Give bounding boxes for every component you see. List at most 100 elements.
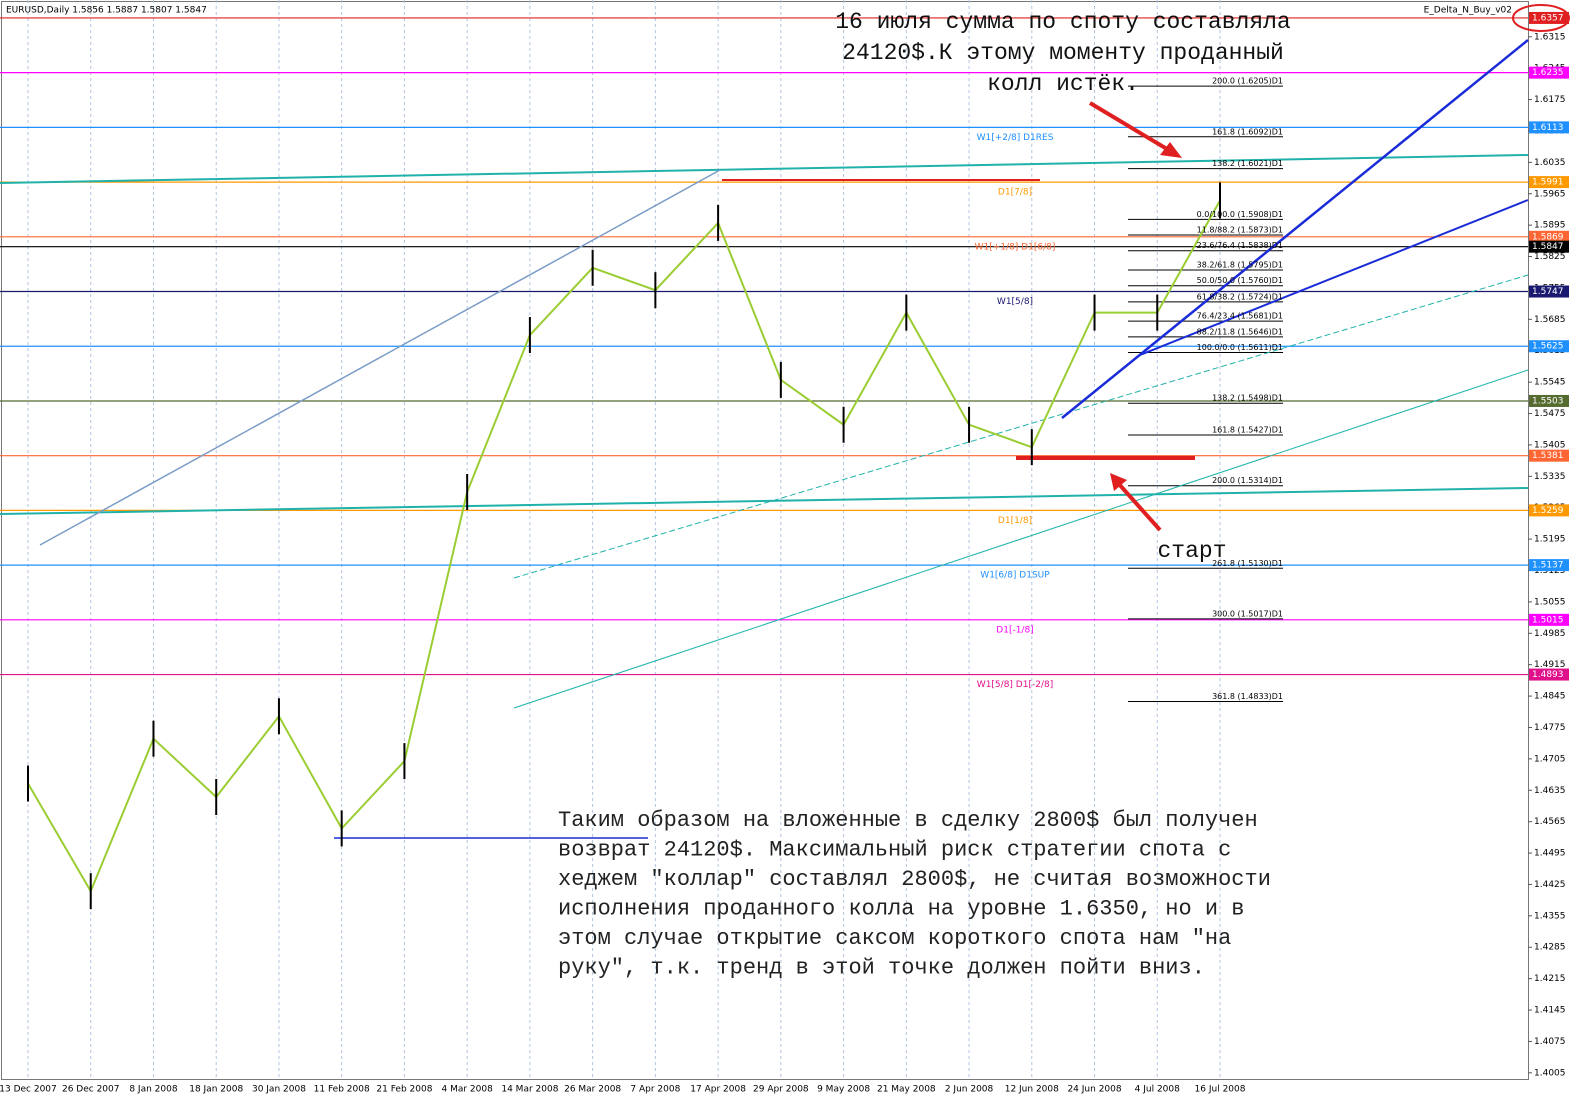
x-tick-label: 7 Apr 2008 — [630, 1085, 680, 1095]
murrey-label: W1[5/8] D1[-2/8] — [977, 680, 1053, 690]
y-tick-label: 1.5335 — [1534, 472, 1566, 482]
annotation-bottom: Таким образом на вложенные в сделку 2800… — [558, 808, 1258, 833]
murrey-label: W1[6/8] D1SUP — [980, 571, 1050, 581]
y-tick-label: 1.4775 — [1534, 723, 1566, 733]
fib-label: 200.0 (1.6205)D1 — [1212, 77, 1283, 86]
y-tick-label: 1.4005 — [1534, 1068, 1566, 1078]
x-tick-label: 30 Jan 2008 — [252, 1085, 306, 1095]
y-tick-label: 1.4285 — [1534, 943, 1566, 953]
level-label: 1.5503 — [1532, 396, 1564, 406]
fib-label: 88.2/11.8 (1.5646)D1 — [1197, 327, 1283, 336]
y-tick-label: 1.4425 — [1534, 880, 1566, 890]
trend-line — [513, 369, 1529, 709]
murrey-label: D1[1/8] — [998, 516, 1032, 526]
y-tick-label: 1.5685 — [1534, 315, 1566, 325]
murrey-label: W1[+1/8] D1[6/8] — [975, 242, 1056, 252]
x-tick-label: 21 Feb 2008 — [376, 1085, 432, 1095]
trend-line — [0, 154, 1529, 184]
annotation-bottom: этом случае открытие саксом короткого сп… — [558, 926, 1231, 951]
x-tick-label: 21 May 2008 — [877, 1085, 936, 1095]
level-label: 1.5847 — [1532, 242, 1564, 252]
x-tick-label: 29 Apr 2008 — [753, 1085, 809, 1095]
fib-label: 38.2/61.8 (1.5795)D1 — [1197, 261, 1283, 270]
indicator-name: E_Delta_N_Buy_v02 — [1424, 6, 1512, 16]
level-label: 1.4893 — [1532, 670, 1564, 680]
level-label: 1.6113 — [1532, 123, 1564, 133]
x-tick-label: 16 Jul 2008 — [1195, 1085, 1246, 1095]
level-label: 1.5015 — [1532, 615, 1564, 625]
y-tick-label: 1.6035 — [1534, 158, 1566, 168]
level-tag — [1529, 504, 1569, 517]
level-label: 1.5381 — [1532, 451, 1564, 461]
y-tick-label: 1.5195 — [1534, 535, 1566, 545]
level-label: 1.5259 — [1532, 506, 1564, 516]
murrey-label: W1[+2/8] D1RES — [977, 133, 1054, 143]
y-tick-label: 1.5895 — [1534, 221, 1566, 231]
murrey-label: D1[-1/8] — [996, 625, 1033, 635]
arrow — [1116, 481, 1162, 532]
level-tag — [1529, 121, 1569, 134]
x-tick-label: 12 Jun 2008 — [1005, 1085, 1059, 1095]
arrow-head — [1160, 142, 1182, 158]
level-tag — [1529, 394, 1569, 407]
level-tag — [1529, 668, 1569, 681]
fib-label: 200.0 (1.5314)D1 — [1212, 476, 1283, 485]
murrey-label: D1[7/8] — [998, 188, 1032, 198]
x-tick-label: 2 Jun 2008 — [945, 1085, 994, 1095]
annotation-bottom: исполнения проданного колла на уровне 1.… — [558, 896, 1245, 921]
y-tick-label: 1.5475 — [1534, 409, 1566, 419]
trend-line — [0, 487, 1529, 515]
annotation-start: старт — [1157, 538, 1226, 564]
fib-label: 11.8/88.2 (1.5873)D1 — [1197, 226, 1283, 235]
plot-frame — [1, 1, 1529, 1080]
y-tick-label: 1.4985 — [1534, 629, 1566, 639]
y-tick-label: 1.6175 — [1534, 95, 1566, 105]
x-tick-label: 8 Jan 2008 — [129, 1085, 177, 1095]
fib-label: 50.0/50.0 (1.5760)D1 — [1197, 276, 1283, 285]
highlight — [1512, 4, 1570, 32]
trend-line — [1061, 39, 1529, 419]
x-tick-label: 18 Jan 2008 — [189, 1085, 243, 1095]
level-label: 1.5137 — [1532, 561, 1564, 571]
x-tick-label: 13 Dec 2007 — [0, 1085, 57, 1095]
annotation-bottom: хеджем "коллар" составлял 2800$, не счит… — [558, 867, 1271, 892]
fib-label: 76.4/23.4 (1.5681)D1 — [1197, 312, 1283, 321]
level-tag — [1529, 559, 1569, 572]
level-label: 1.5625 — [1532, 342, 1564, 352]
fib-label: 100.0/0.0 (1.5611)D1 — [1197, 343, 1283, 352]
y-tick-label: 1.5545 — [1534, 378, 1566, 388]
x-tick-label: 26 Dec 2007 — [62, 1085, 120, 1095]
level-label: 1.5991 — [1532, 178, 1564, 188]
y-tick-label: 1.4705 — [1534, 754, 1566, 764]
price-line — [27, 199, 1221, 894]
x-tick-label: 11 Feb 2008 — [314, 1085, 370, 1095]
trend-line — [1139, 199, 1529, 356]
x-tick-label: 9 May 2008 — [817, 1085, 870, 1095]
arrow — [1088, 101, 1174, 154]
fib-label: 138.2 (1.6021)D1 — [1212, 159, 1283, 168]
y-tick-label: 1.5055 — [1534, 597, 1566, 607]
level-tag — [1529, 449, 1569, 462]
y-tick-label: 1.5825 — [1534, 252, 1566, 262]
y-tick-label: 1.4565 — [1534, 817, 1566, 827]
level-label: 1.5869 — [1532, 232, 1564, 242]
annotation-top: колл истёк. — [987, 71, 1139, 97]
annotations: 16 июля сумма по споту составляла 24120$.… — [558, 9, 1291, 980]
fib-label: 0.0/100.0 (1.5908)D1 — [1197, 210, 1283, 219]
murrey-label: W1[5/8] — [997, 297, 1033, 307]
y-tick-label: 1.4845 — [1534, 692, 1566, 702]
fib-label: 361.8 (1.4833)D1 — [1212, 692, 1283, 701]
level-tag — [1529, 240, 1569, 253]
annotation-top: 24120$.К этому моменту проданный — [842, 40, 1284, 66]
y-tick-label: 1.5965 — [1534, 189, 1566, 199]
x-tick-label: 4 Mar 2008 — [441, 1085, 493, 1095]
y-tick-label: 1.6315 — [1534, 32, 1566, 42]
level-tag — [1529, 176, 1569, 189]
y-tick-label: 1.5405 — [1534, 440, 1566, 450]
trend-line — [513, 274, 1529, 579]
fib-label: 261.8 (1.5130)D1 — [1212, 559, 1283, 568]
level-label: 1.5747 — [1532, 287, 1564, 297]
annotation-top: 16 июля сумма по споту составляла — [835, 9, 1291, 35]
y-tick-label: 1.4145 — [1534, 1006, 1566, 1016]
